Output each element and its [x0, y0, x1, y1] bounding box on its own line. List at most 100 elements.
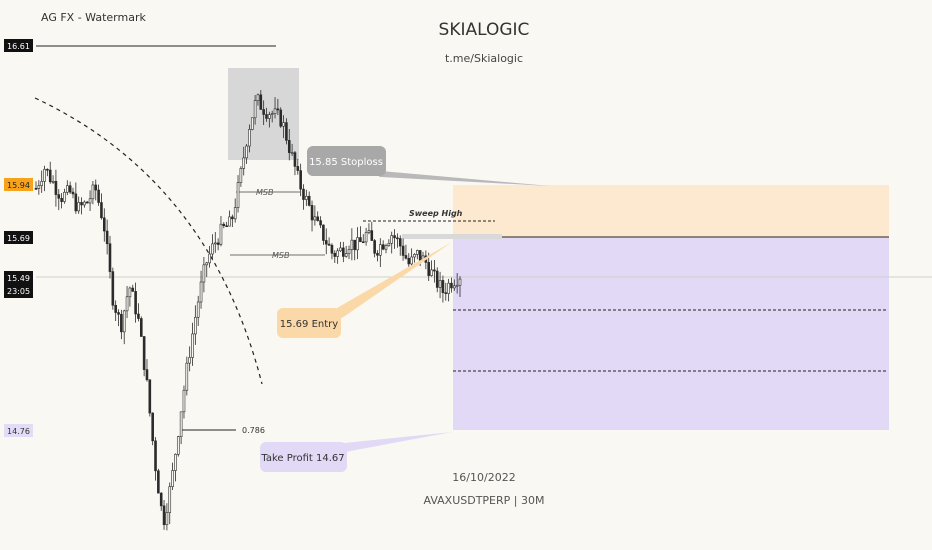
candle-body	[128, 287, 132, 298]
candle-body	[159, 492, 163, 507]
candle-body	[430, 269, 433, 276]
candle-body	[344, 253, 348, 257]
msb-label-1: MSB	[256, 188, 273, 197]
candle-body	[458, 278, 462, 286]
candle-body	[216, 242, 220, 245]
candle-body	[387, 242, 391, 246]
candle-body	[236, 182, 240, 208]
candle-body	[222, 223, 226, 227]
candle-body	[34, 188, 38, 190]
candle-body	[80, 202, 83, 206]
candle-body	[157, 470, 160, 494]
take-profit-pointer	[335, 432, 452, 452]
candle-body	[211, 243, 214, 255]
candle-body	[253, 100, 257, 119]
candle-body	[416, 250, 419, 255]
stoploss-zone	[453, 185, 889, 237]
candle-body	[137, 313, 140, 319]
candle-body	[202, 264, 206, 283]
candle-body	[37, 185, 41, 189]
candle-body	[327, 243, 331, 246]
candle-body	[248, 129, 251, 147]
candle-body	[228, 216, 231, 227]
candle-body	[148, 379, 152, 414]
candle-body	[435, 270, 439, 288]
price-tag-14-76	[4, 424, 33, 437]
candle-body	[188, 357, 191, 364]
candle-body	[330, 244, 334, 254]
price-tag-15-49-label: 15.49	[7, 274, 30, 283]
candle-body	[48, 169, 52, 183]
candle-body	[265, 114, 268, 119]
candle-body	[433, 269, 436, 272]
candle-body	[455, 284, 459, 287]
candle-body	[364, 232, 368, 243]
candle-body	[324, 240, 328, 245]
candle-body	[347, 249, 351, 254]
candle-body	[54, 181, 58, 195]
candle-body	[404, 255, 408, 259]
candle-body	[307, 195, 311, 206]
candle-body	[125, 296, 129, 312]
brand-title: SKIALOGIC	[439, 20, 530, 40]
candle-body	[185, 362, 189, 391]
candle-body	[367, 230, 371, 233]
price-tag-15-94-label: 15.94	[7, 181, 30, 190]
candle-body	[316, 216, 320, 221]
candle-body	[287, 140, 291, 153]
candle-body	[57, 194, 61, 199]
candle-body	[353, 239, 357, 251]
candle-body	[165, 512, 169, 526]
candle-body	[453, 285, 456, 289]
candle-body	[108, 243, 112, 272]
candle-body	[302, 188, 305, 200]
candle-body	[350, 239, 354, 250]
candle-body	[270, 113, 274, 115]
candle-body	[168, 486, 172, 513]
price-tag-16-61	[4, 39, 33, 52]
take-profit-bubble	[260, 442, 347, 472]
candle-body	[63, 191, 66, 202]
candle-body	[122, 310, 126, 333]
candle-body	[85, 201, 89, 204]
sweep-high-label: Sweep High	[409, 209, 463, 218]
candle-body	[83, 201, 86, 206]
candle-body	[205, 262, 209, 266]
candle-body	[313, 216, 317, 221]
candle-body	[171, 470, 174, 487]
candle-body	[336, 250, 339, 257]
candle-body	[427, 262, 430, 276]
candle-body	[450, 282, 453, 289]
candle-body	[381, 244, 385, 250]
candle-body	[40, 181, 43, 186]
candle-body	[142, 336, 146, 370]
candle-body	[162, 505, 166, 526]
candle-body	[88, 198, 92, 204]
brand-link: t.me/Skialogic	[445, 52, 523, 65]
candle-body	[299, 170, 302, 190]
candle-body	[43, 168, 46, 182]
candle-body	[390, 235, 394, 244]
candle-body	[191, 333, 194, 358]
candle-body	[94, 184, 98, 191]
candle-body	[342, 247, 345, 257]
candle-body	[145, 369, 149, 381]
candle-body	[199, 281, 203, 303]
take-profit-label: Take Profit 14.67	[260, 453, 344, 464]
candle-body	[319, 220, 322, 226]
candle-body	[245, 145, 248, 159]
candle-body	[91, 184, 95, 200]
candle-body	[305, 195, 308, 200]
candle-body	[444, 292, 448, 294]
candle-body	[97, 189, 100, 203]
candle-body	[441, 280, 445, 293]
price-tag-15-69	[4, 231, 33, 244]
candle-body	[359, 237, 362, 243]
candle-body	[250, 117, 254, 130]
candle-body	[407, 258, 411, 265]
candle-body	[196, 301, 200, 318]
candle-body	[71, 191, 75, 195]
candle-body	[233, 207, 237, 220]
sweep-marker	[402, 234, 502, 239]
